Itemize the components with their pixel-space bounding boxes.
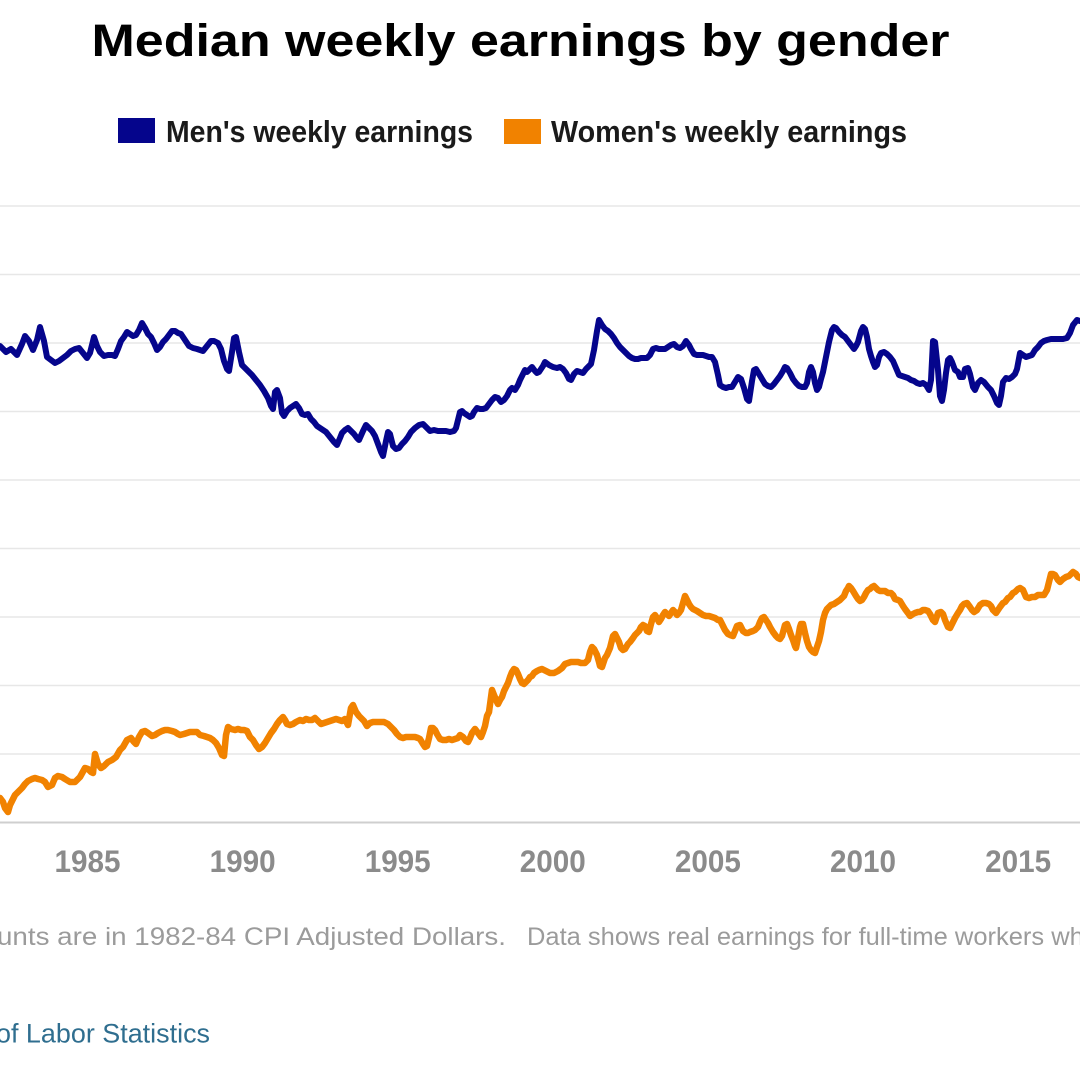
svg-text:2000: 2000 (520, 843, 586, 879)
svg-text:unts are in 1982-84 CPI Adjust: unts are in 1982-84 CPI Adjusted Dollars… (0, 923, 506, 951)
svg-text:Women's weekly earnings: Women's weekly earnings (551, 115, 907, 149)
svg-text:2015: 2015 (985, 843, 1051, 879)
svg-text:1985: 1985 (55, 843, 121, 879)
svg-text:2010: 2010 (830, 843, 896, 879)
svg-text:2005: 2005 (675, 843, 741, 879)
svg-text:of Labor Statistics: of Labor Statistics (0, 1019, 210, 1049)
svg-text:Men's weekly earnings: Men's weekly earnings (166, 115, 473, 149)
svg-text:1990: 1990 (210, 843, 276, 879)
svg-text:Data shows real earnings for f: Data shows real earnings for full-time w… (527, 923, 1080, 951)
svg-text:1995: 1995 (365, 843, 431, 879)
svg-text:Median weekly earnings by gend: Median weekly earnings by gender (92, 15, 950, 66)
